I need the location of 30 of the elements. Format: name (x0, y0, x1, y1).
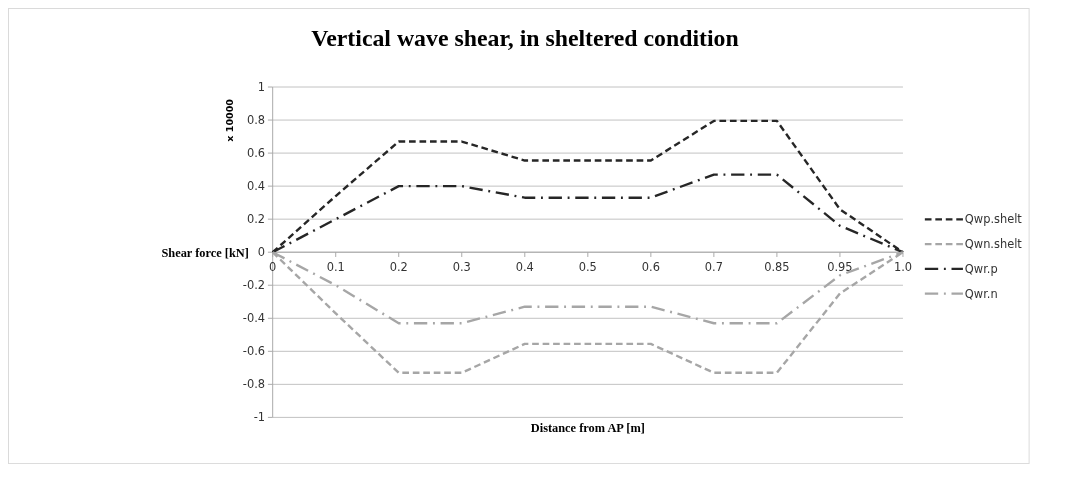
x-tick-label: 0 (269, 260, 277, 275)
y-tick-label: -0.6 (242, 344, 266, 359)
x-tick-label: 0.95 (827, 260, 853, 275)
y-tick-label: 0.8 (246, 113, 266, 128)
legend-label: Qwr.p (964, 261, 998, 276)
y-tick-label: 1 (257, 80, 266, 95)
x-tick-label: 0.3 (452, 260, 471, 275)
x-tick-label: 0.85 (764, 260, 790, 275)
y-tick-label: -0.8 (242, 377, 266, 392)
legend-label: Qwp.shelt (964, 212, 1023, 227)
y-axis-title: Shear force [kN] (161, 245, 249, 260)
y-tick-label: 0.2 (246, 212, 266, 227)
y-tick-label: -0.2 (242, 278, 266, 293)
x-tick-label: 0.7 (704, 260, 723, 275)
x-tick-label: 1.0 (893, 260, 913, 275)
x-tick-label: 0.1 (326, 260, 345, 275)
y-tick-label: -0.4 (242, 311, 266, 326)
chart-title: Vertical wave shear, in sheltered condition (311, 25, 739, 52)
legend-label: Qwn.shelt (964, 237, 1023, 252)
x-tick-label: 0.2 (389, 260, 408, 275)
y-tick-label: 0.6 (246, 146, 266, 161)
y-tick-label: 0 (257, 245, 266, 260)
x-tick-label: 0.6 (641, 260, 660, 275)
y-tick-label: -1 (253, 410, 266, 425)
text: x 10000 (223, 98, 235, 142)
x-tick-label: 0.4 (515, 260, 534, 275)
x-tick-label: 0.5 (578, 260, 597, 275)
x-axis-title: Distance from AP [m] (530, 420, 645, 435)
y-tick-label: 0.4 (246, 179, 266, 194)
legend-label: Qwr.n (964, 286, 998, 301)
